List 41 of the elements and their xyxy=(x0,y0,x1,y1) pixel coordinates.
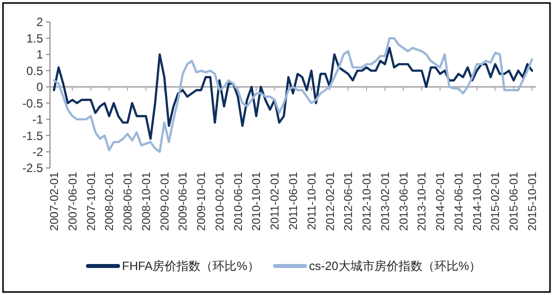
y-tick-label: 2 xyxy=(36,15,44,30)
x-tick-label: 2012-02-01 xyxy=(324,172,337,231)
y-tick-label: 1.5 xyxy=(26,31,44,46)
x-tick-label: 2012-10-01 xyxy=(362,172,374,231)
x-tick-label: 2013-02-01 xyxy=(380,172,392,231)
legend-label: cs-20大城市房价指数（环比%） xyxy=(309,259,482,274)
line-series xyxy=(52,46,534,140)
y-tick-label: 0 xyxy=(36,80,44,94)
x-tick-label: 2012-06-01 xyxy=(343,172,356,231)
x-tick-label: 2009-06-01 xyxy=(178,172,190,231)
y-tick-label: 0.5 xyxy=(26,64,44,78)
x-tick-label: 2008-02-01 xyxy=(104,172,116,231)
x-tick-label: 2011-06-01 xyxy=(288,172,300,230)
x-tick-label: 2009-02-01 xyxy=(159,172,172,231)
x-tick-label: 2008-10-01 xyxy=(140,172,153,231)
x-tick-label: 2010-10-01 xyxy=(251,172,264,231)
y-tick-label: -2.5 xyxy=(22,161,44,176)
x-tick-label: 2011-02-01 xyxy=(270,172,282,230)
y-tick-label: -0.5 xyxy=(22,96,44,110)
x-tick-label: 2014-06-01 xyxy=(453,172,466,231)
x-tick-label: 2013-10-01 xyxy=(416,172,429,231)
y-tick-label: 1 xyxy=(36,48,44,62)
x-tick-label: 2007-02-01 xyxy=(49,172,61,231)
x-tick-label: 2007-10-01 xyxy=(86,172,98,231)
line-series xyxy=(52,37,534,153)
x-tick-label: 2015-06-01 xyxy=(508,172,521,231)
x-tick-label: 2010-06-01 xyxy=(232,172,245,231)
y-tick-label: -1 xyxy=(32,112,44,127)
x-tick-label: 2015-10-01 xyxy=(527,172,539,231)
legend-label: FHFA房价指数（环比%） xyxy=(122,259,260,274)
x-tick-label: 2008-06-01 xyxy=(122,172,135,231)
y-tick-label: -1.5 xyxy=(22,128,44,143)
x-tick-label: 2009-10-01 xyxy=(196,172,208,231)
x-tick-label: 2014-10-01 xyxy=(472,172,484,231)
x-tick-label: 2007-06-01 xyxy=(67,172,80,231)
x-tick-label: 2015-02-01 xyxy=(490,172,502,231)
x-tick-label: 2014-02-01 xyxy=(435,172,448,231)
y-tick-label: -2 xyxy=(32,144,44,159)
x-tick-label: 2013-06-01 xyxy=(398,172,410,231)
x-tick-label: 2011-10-01 xyxy=(306,172,318,230)
x-tick-label: 2010-02-01 xyxy=(214,172,226,231)
